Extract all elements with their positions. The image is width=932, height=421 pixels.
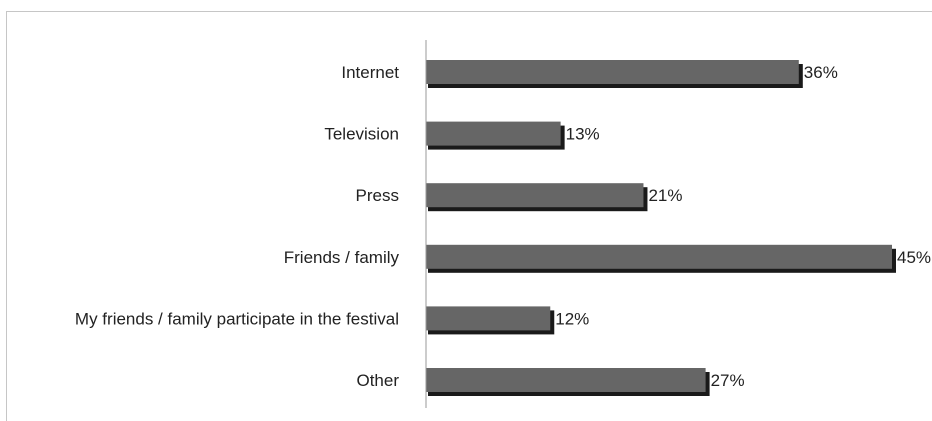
- value-label-television: 13%: [566, 125, 600, 144]
- value-label-internet: 36%: [804, 63, 838, 82]
- bar-friends-family: [426, 244, 892, 269]
- category-label-friends-family: Friends / family: [284, 248, 400, 267]
- bars-layer: [426, 60, 896, 396]
- value-label-friends-family: 45%: [897, 248, 931, 267]
- bar-press: [426, 183, 644, 208]
- category-label-my-friends-family-participate-in-the-festival: My friends / family participate in the f…: [75, 309, 399, 328]
- value-label-press: 21%: [648, 186, 682, 205]
- category-label-television: Television: [324, 125, 399, 144]
- category-label-internet: Internet: [341, 63, 399, 82]
- value-label-other: 27%: [711, 371, 745, 390]
- bar-other: [426, 368, 706, 392]
- bar-my-friends-family-participate-in-the-festival: [426, 306, 551, 331]
- chart-frame: [6, 11, 932, 421]
- bar-television: [426, 121, 561, 146]
- labels-layer: Internet 36% Television 13% Press 21% Friends …: [75, 63, 931, 390]
- bar-internet: [426, 60, 799, 84]
- category-label-other: Other: [356, 371, 399, 390]
- value-label-my-friends-family-participate-in-the-festival: 12%: [555, 309, 589, 328]
- category-label-press: Press: [356, 186, 399, 205]
